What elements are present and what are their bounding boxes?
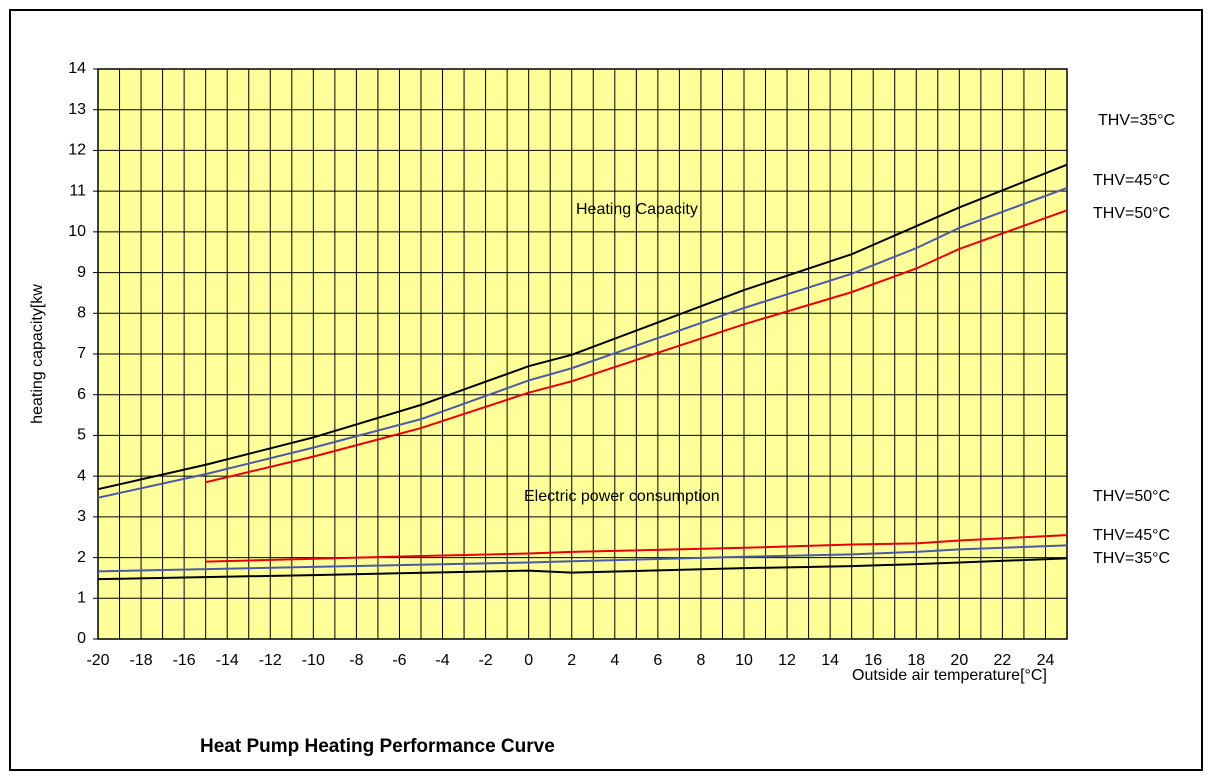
series-label: THV=35°C (1093, 550, 1170, 567)
x-tick-label: -18 (130, 652, 153, 669)
y-tick-label: 9 (77, 264, 86, 281)
x-tick-label: 12 (778, 652, 796, 669)
y-tick-label: 11 (69, 182, 86, 199)
x-tick-label: 8 (696, 652, 705, 669)
y-tick-label: 13 (68, 101, 86, 118)
plot-border (97, 68, 1068, 640)
y-tick-label: 2 (77, 549, 86, 566)
y-tick-label: 5 (77, 427, 86, 444)
x-tick-label: -10 (302, 652, 325, 669)
series-line (205, 209, 1068, 484)
y-axis-label: heating capacity[kw (29, 284, 46, 424)
x-tick-label: 18 (907, 652, 925, 669)
x-tick-label: 14 (821, 652, 839, 669)
x-tick-label: 0 (524, 652, 533, 669)
chart-title: Heat Pump Heating Performance Curve (200, 736, 555, 757)
series-label: THV=50°C (1093, 205, 1170, 222)
series-label: THV=50°C (1093, 488, 1170, 505)
y-tick-label: 6 (77, 386, 86, 403)
x-tick-label: 6 (653, 652, 662, 669)
y-tick-label: 14 (68, 60, 86, 77)
series-label: THV=45°C (1093, 172, 1170, 189)
x-tick-label: -4 (435, 652, 449, 669)
annotation: Electric power consumption (524, 488, 720, 505)
y-tick-label: 4 (77, 467, 86, 484)
x-tick-label: -16 (173, 652, 196, 669)
y-tick-label: 10 (68, 223, 86, 240)
x-tick-label: -12 (259, 652, 282, 669)
x-tick-label: -2 (478, 652, 492, 669)
y-tick-label: 7 (77, 345, 86, 362)
x-tick-label: 2 (567, 652, 576, 669)
x-tick-label: 16 (864, 652, 882, 669)
x-tick-label: -20 (86, 652, 109, 669)
y-tick-label: 8 (77, 305, 86, 322)
x-tick-label: 10 (735, 652, 753, 669)
y-tick-label: 12 (68, 142, 86, 159)
y-tick-label: 0 (77, 630, 86, 647)
y-tick-label: 1 (77, 590, 86, 607)
series-line (97, 544, 1068, 573)
x-tick-label: 20 (950, 652, 968, 669)
series-line (205, 534, 1068, 563)
series-line (97, 163, 1068, 491)
y-tick-label: 3 (77, 508, 86, 525)
x-tick-label: 22 (994, 652, 1012, 669)
x-tick-label: 4 (610, 652, 619, 669)
x-tick-label: 24 (1037, 652, 1055, 669)
series-label: THV=45°C (1093, 527, 1170, 544)
x-tick-label: -6 (392, 652, 406, 669)
series-line (97, 186, 1068, 499)
series-label: THV=35°C (1098, 112, 1175, 129)
x-tick-label: -8 (349, 652, 363, 669)
x-axis-label: Outside air temperature[°C] (852, 667, 1047, 684)
annotation: Heating Capacity (576, 201, 698, 218)
x-tick-label: -14 (216, 652, 239, 669)
series-line (97, 557, 1068, 581)
